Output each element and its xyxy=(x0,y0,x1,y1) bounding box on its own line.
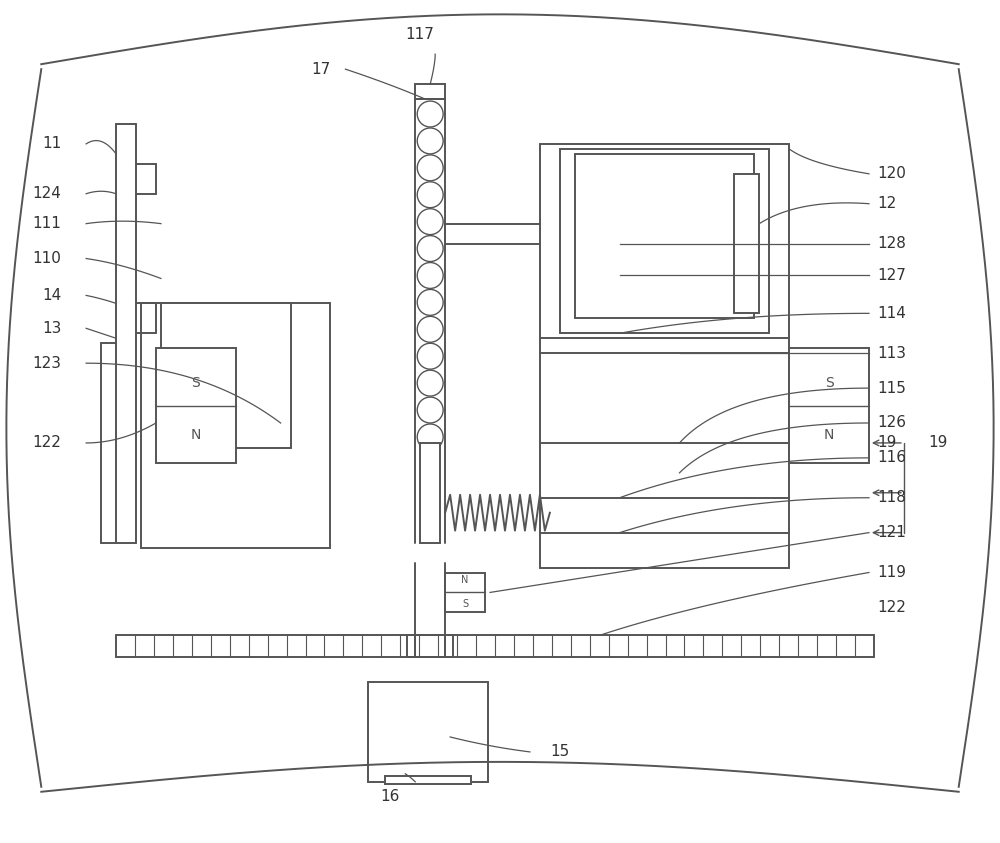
Text: 13: 13 xyxy=(42,321,61,336)
Text: 115: 115 xyxy=(877,380,906,395)
Circle shape xyxy=(417,397,443,423)
Bar xyxy=(368,682,488,781)
Text: N: N xyxy=(824,428,834,442)
Circle shape xyxy=(417,316,443,342)
Text: S: S xyxy=(191,376,200,390)
Bar xyxy=(575,154,754,319)
Circle shape xyxy=(417,262,443,288)
Text: 111: 111 xyxy=(32,216,61,231)
Text: 124: 124 xyxy=(32,186,61,201)
Text: 123: 123 xyxy=(32,356,61,371)
Circle shape xyxy=(417,182,443,207)
Bar xyxy=(445,572,485,612)
Text: 119: 119 xyxy=(877,565,906,580)
Text: 113: 113 xyxy=(877,346,906,361)
Text: 126: 126 xyxy=(877,416,906,431)
Text: 11: 11 xyxy=(42,137,61,152)
Text: 121: 121 xyxy=(877,525,906,540)
Circle shape xyxy=(417,128,443,154)
Text: 118: 118 xyxy=(877,491,906,505)
Text: 12: 12 xyxy=(877,196,896,212)
Circle shape xyxy=(417,235,443,261)
Circle shape xyxy=(417,155,443,180)
Text: 127: 127 xyxy=(877,268,906,283)
Bar xyxy=(407,636,453,658)
Bar xyxy=(385,776,471,784)
Text: S: S xyxy=(825,376,833,390)
Text: 117: 117 xyxy=(406,27,435,42)
Bar xyxy=(734,174,759,314)
Bar xyxy=(560,149,769,333)
Text: N: N xyxy=(461,576,469,586)
Text: 19: 19 xyxy=(929,436,948,450)
Text: 114: 114 xyxy=(877,306,906,321)
Circle shape xyxy=(417,101,443,127)
Text: 120: 120 xyxy=(877,166,906,181)
Circle shape xyxy=(417,289,443,315)
Circle shape xyxy=(417,209,443,234)
Bar xyxy=(789,348,869,463)
Bar xyxy=(156,348,236,463)
Text: 15: 15 xyxy=(550,744,569,760)
Bar xyxy=(540,144,789,567)
Text: 14: 14 xyxy=(42,288,61,303)
Text: 122: 122 xyxy=(32,436,61,450)
Bar xyxy=(161,303,291,448)
Bar xyxy=(141,303,330,548)
Text: 122: 122 xyxy=(877,600,906,615)
Circle shape xyxy=(417,424,443,450)
Text: 128: 128 xyxy=(877,236,906,251)
Text: N: N xyxy=(191,428,201,442)
Text: 17: 17 xyxy=(311,62,330,77)
Text: 116: 116 xyxy=(877,450,906,465)
Text: 19: 19 xyxy=(877,436,896,450)
Text: S: S xyxy=(462,599,468,609)
Bar xyxy=(415,84,445,99)
Text: 16: 16 xyxy=(381,789,400,804)
Bar xyxy=(420,443,440,543)
Circle shape xyxy=(417,343,443,369)
Circle shape xyxy=(417,370,443,396)
Text: 110: 110 xyxy=(32,251,61,266)
